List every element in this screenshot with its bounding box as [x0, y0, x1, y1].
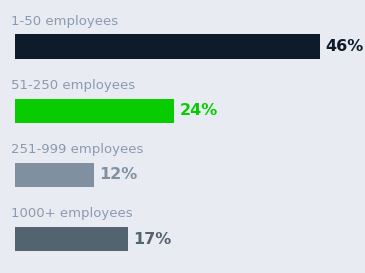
Bar [15, 163, 94, 187]
Bar [15, 34, 320, 59]
Text: 12%: 12% [100, 168, 138, 182]
Text: 17%: 17% [133, 232, 171, 247]
Text: 46%: 46% [326, 39, 364, 54]
Text: 251-999 employees: 251-999 employees [11, 143, 144, 156]
Bar [15, 227, 127, 251]
Text: 51-250 employees: 51-250 employees [11, 79, 135, 92]
Text: 1000+ employees: 1000+ employees [11, 207, 133, 220]
Text: 24%: 24% [179, 103, 218, 118]
Bar [15, 99, 174, 123]
Text: 1-50 employees: 1-50 employees [11, 14, 118, 28]
